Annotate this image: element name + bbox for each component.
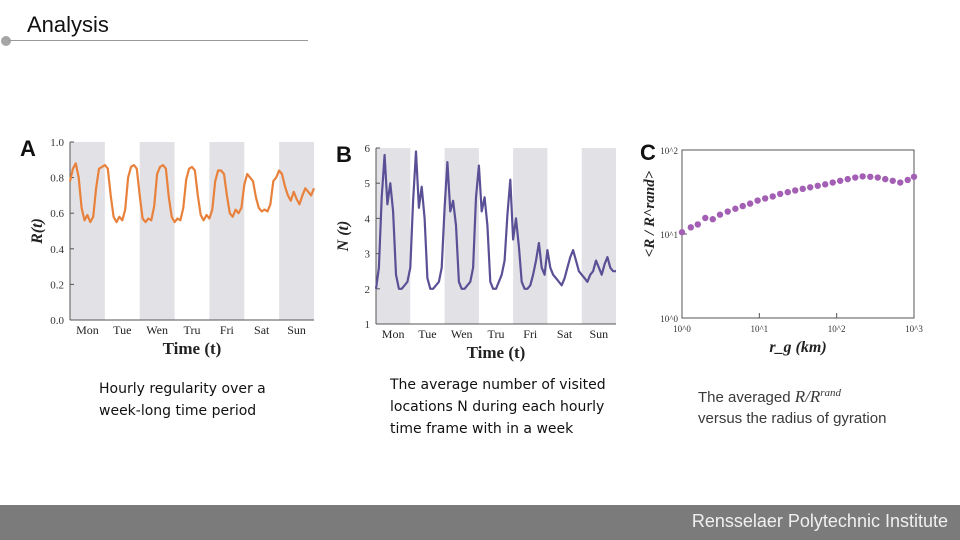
day-shade-sun [279, 142, 314, 320]
x-tick-label: Sat [254, 323, 270, 337]
x-tick-label: Mon [76, 323, 99, 337]
footer-institution: Rensselaer Polytechnic Institute [691, 511, 948, 531]
x-tick-label: 10^3 [905, 324, 923, 334]
chart-panel-c: 10^0 10^1 10^2 10^3 10^0 10^1 10^2 r_g (km) <R /… [636, 138, 926, 360]
day-shade-wen [139, 142, 175, 320]
x-tick-label: Sat [557, 327, 573, 341]
scatter-point [836, 177, 844, 184]
scatter-point [867, 173, 874, 180]
y-tick-label: 5 [365, 178, 371, 190]
scatter-point [799, 185, 806, 193]
panel-letter: B [336, 142, 352, 167]
scatter-point [678, 229, 686, 236]
y-tick-label: 1 [365, 319, 371, 331]
scatter-point [694, 221, 701, 228]
scatter-point [852, 174, 859, 181]
title-bullet-dot [1, 36, 11, 46]
scatter-point [761, 195, 769, 202]
caption-c-formula: R/R [794, 387, 821, 406]
series-line [68, 162, 316, 224]
x-axis-label: Time (t) [163, 339, 222, 358]
scatter-point [739, 202, 746, 210]
y-tick-label: 0.8 [50, 173, 64, 185]
chart-b: 1 2 3 4 5 6 Mon Tue Wen Tru Fri Sat Sun Time (t) N (t)… [335, 142, 616, 362]
y-tick-label: 0.4 [50, 244, 64, 256]
scatter-point [889, 177, 896, 184]
chart-a: 0.0 0.2 0.4 0.6 0.8 1.0 Mon Tue Wen Tru Fri Sat Sun T… [20, 136, 316, 358]
x-tick-label: Tue [113, 323, 131, 337]
scatter-point [882, 175, 889, 183]
x-tick-label: 10^1 [750, 324, 768, 334]
y-tick-label: 0.2 [50, 279, 64, 291]
x-tick-label: Sun [590, 327, 609, 341]
scatter-point [746, 200, 754, 207]
y-tick-label: 4 [365, 213, 371, 225]
scatter-point [910, 173, 918, 180]
y-axis-label: N (t) [335, 221, 352, 253]
scatter-point [732, 205, 739, 212]
x-tick-label: Wen [146, 323, 168, 337]
scatter-point [769, 193, 776, 200]
y-tick-label: 0.0 [50, 315, 64, 327]
scatter-point [716, 211, 724, 218]
y-tick-label: 3 [365, 249, 371, 261]
footer-bar: Rensselaer Polytechnic Institute [0, 505, 960, 540]
scatter-point [687, 224, 695, 231]
scatter-point [709, 216, 716, 223]
caption-a: Hourly regularity over a week-long time … [99, 381, 266, 419]
scatter-point [859, 173, 866, 180]
x-tick-label: Tru [488, 327, 505, 341]
chart-panel-b: 1 2 3 4 5 6 Mon Tue Wen Tru Fri Sat Sun Time (t) N (t)… [334, 138, 624, 366]
slide-title: Analysis [27, 12, 109, 37]
y-tick-label: 2 [365, 284, 371, 296]
x-tick-label: Mon [382, 327, 405, 341]
y-tick-label: 10^2 [660, 146, 678, 156]
panel-letter: A [20, 136, 36, 161]
x-tick-label: Wen [451, 327, 473, 341]
scatter-point [702, 214, 709, 222]
x-tick-label: Tru [184, 323, 201, 337]
series-line [374, 150, 616, 290]
title-underline [8, 40, 308, 41]
scatter-point [874, 174, 881, 181]
scatter-point [754, 197, 761, 204]
scatter-point [814, 182, 821, 189]
chart-panel-a: 0.0 0.2 0.4 0.6 0.8 1.0 Mon Tue Wen Tru Fri Sat Sun T… [18, 132, 318, 360]
caption-c-sup: rand [820, 387, 842, 399]
scatter-point [807, 184, 814, 191]
scatter-point [904, 176, 911, 184]
y-tick-label: 10^1 [660, 230, 678, 240]
scatter-point [897, 179, 904, 186]
day-shade-fri [209, 142, 245, 320]
panel-letter: C [640, 140, 656, 165]
scatter-point [822, 181, 829, 188]
caption-b: The average number of visited locations … [390, 377, 606, 437]
day-shade-sun [581, 148, 616, 324]
x-tick-label: 10^2 [828, 324, 846, 334]
caption-c-suffix: versus the radius of gyration [698, 410, 887, 427]
x-tick-label: 10^0 [673, 324, 691, 334]
scatter-point [784, 188, 791, 196]
x-axis-label: r_g (km) [769, 339, 826, 356]
y-tick-label: 6 [365, 143, 371, 155]
x-tick-label: Tue [418, 327, 436, 341]
scatter-point [724, 208, 731, 215]
caption-c: The averaged R/Rrand versus the radius o… [698, 382, 938, 429]
scatter-point [844, 175, 851, 183]
y-tick-label: 10^0 [660, 314, 678, 324]
scatter-point [829, 179, 836, 186]
scatter-point [792, 187, 799, 194]
x-tick-label: Sun [287, 323, 306, 337]
y-axis-label: <R / R^rand> [642, 170, 658, 257]
x-axis-label: Time (t) [467, 343, 526, 362]
scatter-point [776, 190, 784, 198]
y-tick-label: 0.6 [50, 208, 64, 220]
day-shade-wen [444, 148, 479, 324]
y-tick-label: 1.0 [50, 137, 64, 149]
x-tick-label: Fri [523, 327, 538, 341]
chart-c: 10^0 10^1 10^2 10^310^010^110^2r_g (km)<R /… [640, 140, 923, 356]
caption-c-prefix: The averaged [698, 389, 791, 406]
y-axis-label: R(t) [29, 218, 46, 245]
x-tick-label: Fri [220, 323, 235, 337]
